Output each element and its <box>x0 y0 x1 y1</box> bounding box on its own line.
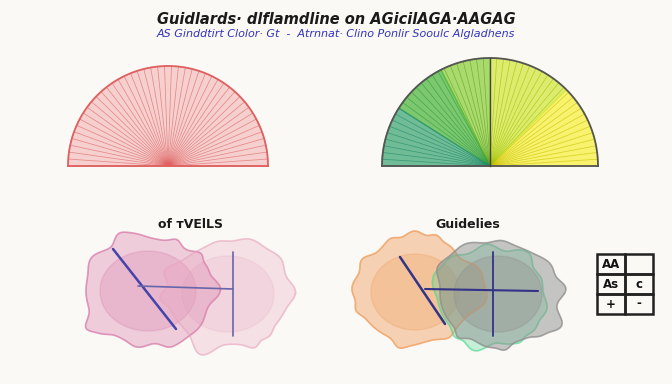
Bar <box>597 274 625 294</box>
Bar <box>625 254 653 274</box>
Polygon shape <box>352 231 487 348</box>
Text: +: + <box>606 298 616 311</box>
Polygon shape <box>490 89 598 166</box>
Polygon shape <box>371 254 459 330</box>
Polygon shape <box>441 58 490 166</box>
Text: c: c <box>636 278 642 291</box>
Polygon shape <box>85 232 220 347</box>
Bar <box>597 294 625 314</box>
Text: AA: AA <box>602 258 620 270</box>
Polygon shape <box>454 256 542 332</box>
Polygon shape <box>437 240 566 350</box>
Polygon shape <box>68 66 268 166</box>
Text: Guidlards· dlflamdline on AGicilAGA·AAGAG: Guidlards· dlflamdline on AGicilAGA·AAGA… <box>157 12 515 27</box>
Bar <box>597 254 625 274</box>
Polygon shape <box>433 244 547 351</box>
Polygon shape <box>382 108 490 166</box>
Text: Guidelies: Guidelies <box>435 218 501 231</box>
Text: of ᴛVElLS: of ᴛVElLS <box>157 218 222 231</box>
Polygon shape <box>182 256 274 332</box>
Text: -: - <box>636 298 642 311</box>
Polygon shape <box>160 239 296 355</box>
Text: AS Ginddtirt Clolor· Gt  -  Atrnnat· Clino Ponlir Sooulc Algladhens: AS Ginddtirt Clolor· Gt - Atrnnat· Clino… <box>157 29 515 39</box>
Bar <box>625 294 653 314</box>
Polygon shape <box>398 70 490 166</box>
Bar <box>625 274 653 294</box>
Polygon shape <box>490 58 566 166</box>
Text: As: As <box>603 278 619 291</box>
Polygon shape <box>100 251 196 331</box>
